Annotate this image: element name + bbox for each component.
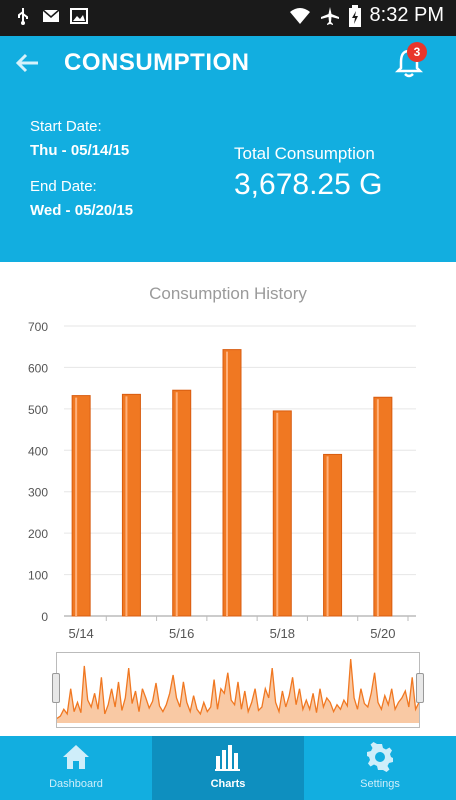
y-tick-label: 0	[41, 610, 48, 624]
bar	[71, 395, 91, 617]
notification-badge: 3	[407, 42, 427, 62]
navigator-line	[57, 658, 419, 719]
chart-canvas: 0 100 200 300 400 500 600 700 5/14 5/16 5/18 5/20	[28, 320, 416, 641]
range-handle-left[interactable]	[52, 673, 60, 703]
consumption-summary: Start Date: Thu - 05/14/15 End Date: Wed…	[0, 92, 456, 262]
start-date-value: Thu - 05/14/15	[30, 142, 130, 159]
status-bar: 8:32 PM	[0, 0, 456, 36]
y-tick-label: 700	[28, 320, 48, 334]
wifi-icon	[288, 6, 312, 26]
bar	[272, 410, 292, 617]
navigator-sparkline	[57, 658, 419, 723]
nav-charts[interactable]: Charts	[152, 736, 304, 800]
gear-icon	[365, 742, 395, 772]
status-time: 8:32 PM	[369, 4, 444, 26]
bar	[373, 396, 393, 617]
app-bar: CONSUMPTION 3	[0, 36, 456, 92]
bottom-navigation: Dashboard Charts Settings	[0, 736, 456, 800]
y-tick-label: 300	[28, 486, 48, 500]
end-date-label: End Date:	[30, 178, 97, 195]
nav-dashboard-label: Dashboard	[49, 778, 103, 790]
y-tick-label: 200	[28, 527, 48, 541]
bar	[222, 349, 242, 617]
battery-icon	[348, 4, 362, 27]
start-date-label: Start Date:	[30, 118, 102, 135]
x-tick-label: 5/20	[370, 626, 395, 641]
bar-chart-icon	[213, 742, 243, 772]
chart-title: Consumption History	[149, 284, 307, 303]
nav-settings-label: Settings	[360, 778, 400, 790]
y-tick-label: 400	[28, 444, 48, 458]
airplane-icon	[320, 6, 340, 26]
image-icon	[70, 7, 88, 25]
nav-dashboard[interactable]: Dashboard	[0, 736, 152, 800]
consumption-history-chart: Consumption History 0 100 200 300 400 500 600 7…	[0, 262, 456, 662]
bar	[172, 389, 192, 617]
total-consumption-value: 3,678.25 G	[234, 168, 383, 201]
y-tick-label: 500	[28, 403, 48, 417]
y-tick-label: 600	[28, 361, 48, 375]
navigator-area	[57, 659, 419, 723]
x-tick-label: 5/14	[68, 626, 93, 641]
mail-icon	[42, 7, 60, 25]
bar	[323, 453, 343, 617]
nav-settings[interactable]: Settings	[304, 736, 456, 800]
status-bar-system: 8:32 PM	[288, 4, 444, 27]
back-arrow-icon[interactable]	[14, 49, 42, 77]
end-date-value: Wed - 05/20/15	[30, 202, 134, 219]
y-tick-label: 100	[28, 569, 48, 583]
page-title: CONSUMPTION	[64, 49, 250, 76]
x-tick-label: 5/18	[270, 626, 295, 641]
range-navigator[interactable]	[52, 652, 424, 728]
status-bar-notifications	[14, 7, 88, 25]
nav-charts-label: Charts	[210, 778, 246, 790]
range-handle-right[interactable]	[416, 673, 424, 703]
x-tick-label: 5/16	[169, 626, 194, 641]
total-consumption-label: Total Consumption	[234, 144, 375, 163]
bar	[121, 393, 141, 617]
usb-icon	[14, 7, 32, 25]
home-icon	[61, 742, 91, 772]
